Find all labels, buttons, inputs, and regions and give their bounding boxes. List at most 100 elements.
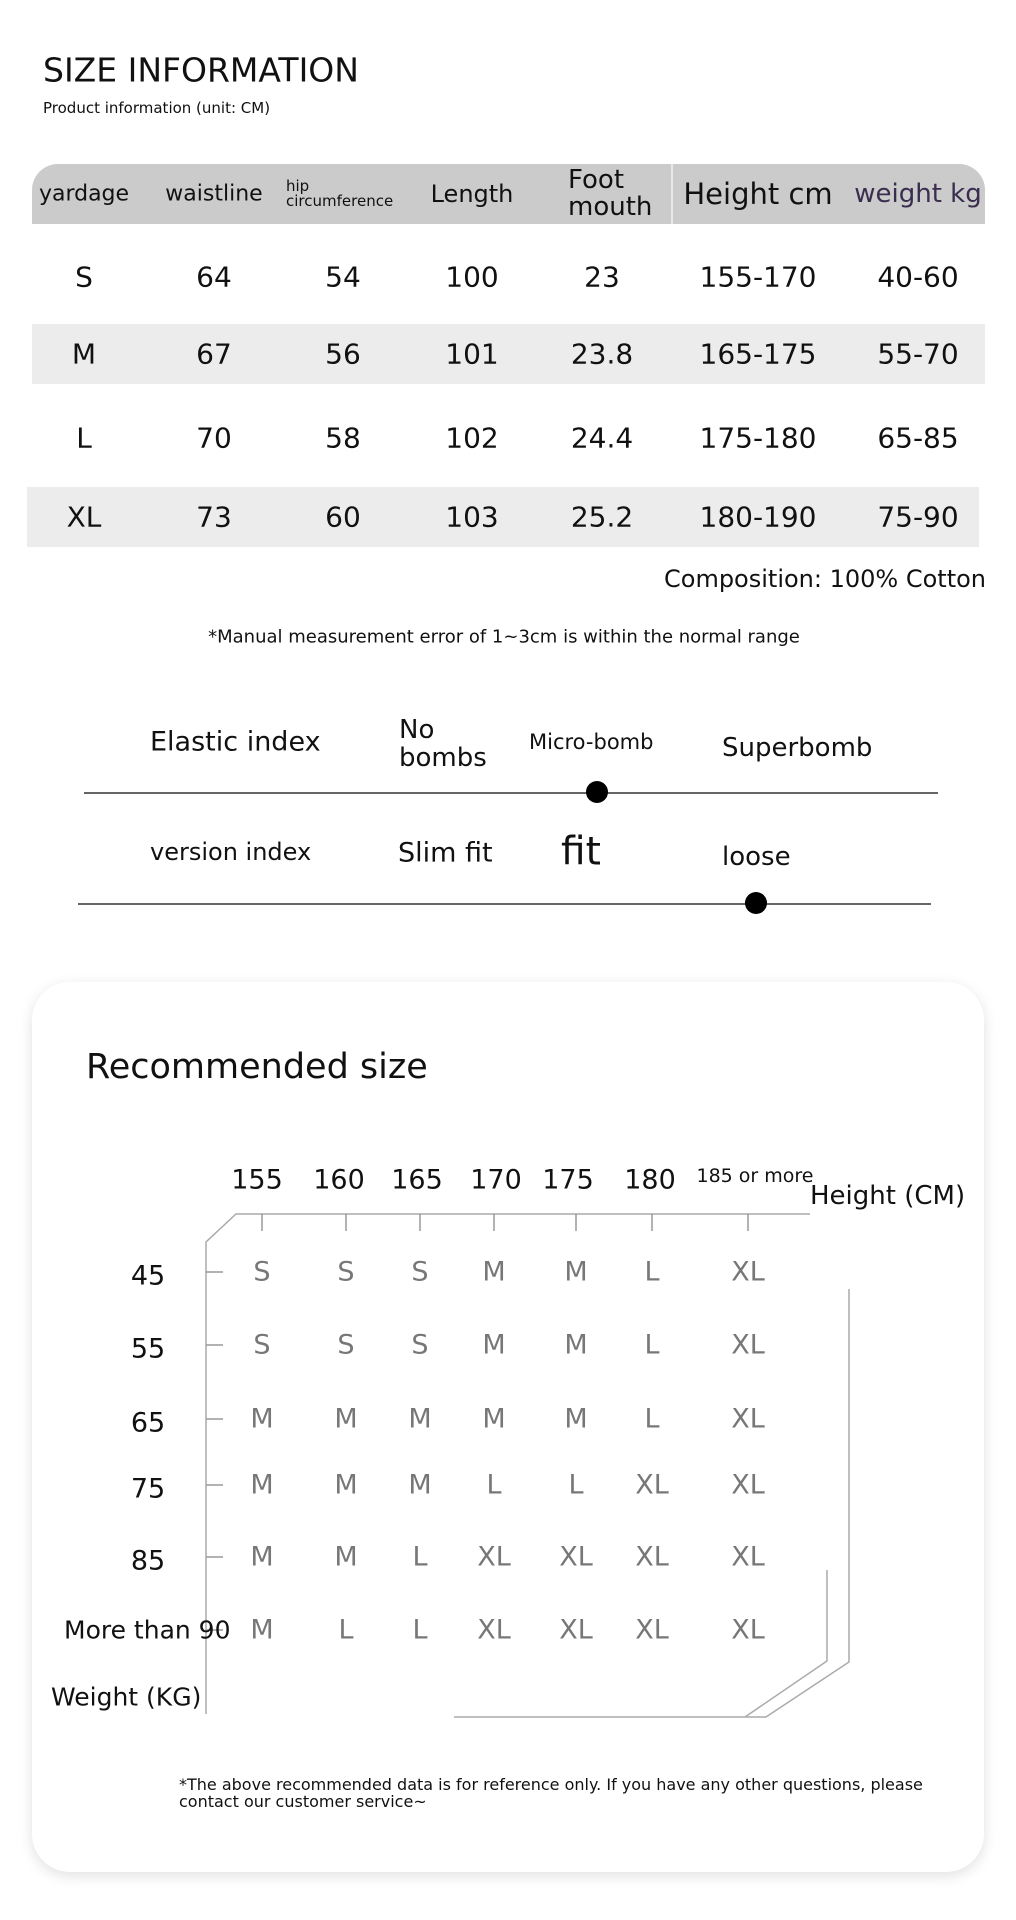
composition: Composition: 100% Cotton bbox=[664, 565, 986, 593]
table-header-waistline: waistline bbox=[165, 181, 263, 207]
recommended-size-cell: S bbox=[337, 1329, 355, 1361]
table-cell: 101 bbox=[445, 337, 499, 371]
table-cell: 23.8 bbox=[570, 337, 634, 371]
recommended-size-cell: M bbox=[334, 1469, 358, 1501]
weight-axis-label: Weight (KG) bbox=[51, 1682, 202, 1712]
weight-tick-label: 55 bbox=[130, 1333, 166, 1365]
table-cell: 180-190 bbox=[699, 500, 817, 534]
height-tick-label: 180 bbox=[624, 1164, 676, 1196]
recommended-size-cell: M bbox=[250, 1403, 274, 1435]
recommended-size-cell: XL bbox=[559, 1614, 593, 1646]
recommended-size-cell: XL bbox=[635, 1614, 669, 1646]
recommended-size-cell: XL bbox=[559, 1541, 593, 1573]
table-cell: 67 bbox=[196, 337, 232, 371]
recommended-size-cell: XL bbox=[731, 1403, 765, 1435]
recommended-size-cell: L bbox=[338, 1614, 354, 1646]
row-band-m bbox=[32, 324, 985, 384]
table-cell: 55-70 bbox=[877, 337, 959, 371]
page-title: SIZE INFORMATION bbox=[43, 50, 359, 90]
table-cell: L bbox=[76, 421, 92, 455]
recommended-size-cell: M bbox=[564, 1256, 588, 1288]
recommended-size-title: Recommended size bbox=[86, 1047, 428, 1087]
table-cell: 40-60 bbox=[877, 260, 959, 294]
table-cell: XL bbox=[66, 500, 102, 534]
height-tick-label: 165 bbox=[391, 1164, 443, 1196]
version-scale-line bbox=[78, 903, 931, 905]
weight-tick-label: 45 bbox=[130, 1260, 166, 1292]
weight-tick-label: 75 bbox=[130, 1473, 166, 1505]
height-tick-label: 175 bbox=[542, 1164, 594, 1196]
recommended-size-cell: XL bbox=[635, 1469, 669, 1501]
recommended-size-cell: XL bbox=[731, 1329, 765, 1361]
table-header-hip-circumference: hip circumference bbox=[286, 177, 394, 210]
weight-tick-label: More than 90 bbox=[64, 1615, 231, 1645]
elastic-scale-line bbox=[84, 792, 938, 794]
recommended-size-cell: L bbox=[486, 1469, 502, 1501]
table-cell: 54 bbox=[325, 260, 361, 294]
version-option-slim-fit: Slim fit bbox=[398, 837, 493, 869]
recommended-size-cell: M bbox=[250, 1541, 274, 1573]
table-cell: S bbox=[75, 260, 93, 294]
table-cell: 103 bbox=[445, 500, 499, 534]
recommended-size-cell: M bbox=[408, 1469, 432, 1501]
recommended-size-cell: M bbox=[250, 1614, 274, 1646]
table-cell: 75-90 bbox=[877, 500, 959, 534]
table-header-length: Length bbox=[430, 180, 514, 208]
recommended-size-cell: S bbox=[253, 1256, 271, 1288]
height-tick-label: 185 or more bbox=[696, 1165, 814, 1187]
version-option-fit: fit bbox=[561, 829, 601, 875]
table-cell: 70 bbox=[196, 421, 232, 455]
page-subtitle: Product information (unit: CM) bbox=[43, 99, 271, 117]
weight-tick-label: 85 bbox=[130, 1545, 166, 1577]
table-cell: 58 bbox=[325, 421, 361, 455]
size-table-header bbox=[32, 164, 985, 224]
recommended-size-cell: L bbox=[644, 1329, 660, 1361]
elastic-indicator-dot bbox=[586, 781, 608, 803]
table-cell: 102 bbox=[445, 421, 499, 455]
table-cell: 165-175 bbox=[699, 337, 817, 371]
elastic-option-no-bombs: No bombs bbox=[399, 715, 487, 773]
table-cell: 155-170 bbox=[699, 260, 817, 294]
recommended-size-cell: S bbox=[253, 1329, 271, 1361]
recommended-size-cell: M bbox=[482, 1329, 506, 1361]
table-cell: 60 bbox=[325, 500, 361, 534]
table-cell: 100 bbox=[445, 260, 499, 294]
table-cell: M bbox=[71, 337, 97, 371]
recommended-size-cell: L bbox=[568, 1469, 584, 1501]
recommended-size-cell: L bbox=[644, 1403, 660, 1435]
recommended-size-cell: XL bbox=[731, 1541, 765, 1573]
version-index-label: version index bbox=[150, 838, 312, 866]
table-cell: 25.2 bbox=[570, 500, 634, 534]
height-axis-label: Height (CM) bbox=[810, 1181, 966, 1211]
table-cell: 23 bbox=[584, 260, 620, 294]
recommended-size-cell: S bbox=[411, 1329, 429, 1361]
recommended-size-cell: L bbox=[412, 1614, 428, 1646]
version-indicator-dot bbox=[745, 892, 767, 914]
table-cell: 64 bbox=[196, 260, 232, 294]
height-tick-label: 160 bbox=[313, 1164, 365, 1196]
recommended-size-cell: XL bbox=[731, 1614, 765, 1646]
recommended-size-cell: S bbox=[411, 1256, 429, 1288]
recommended-size-cell: XL bbox=[731, 1256, 765, 1288]
recommended-size-cell: L bbox=[412, 1541, 428, 1573]
recommended-footnote: *The above recommended data is for refer… bbox=[179, 1775, 923, 1811]
table-header-foot-mouth: Foot mouth bbox=[568, 165, 653, 222]
elastic-index-label: Elastic index bbox=[150, 726, 321, 758]
recommended-size-cell: XL bbox=[477, 1614, 511, 1646]
recommended-size-cell: M bbox=[564, 1403, 588, 1435]
recommended-size-cell: L bbox=[644, 1256, 660, 1288]
table-cell: 24.4 bbox=[570, 421, 634, 455]
recommended-size-card bbox=[32, 982, 984, 1872]
recommended-size-cell: M bbox=[408, 1403, 432, 1435]
weight-tick-label: 65 bbox=[130, 1407, 166, 1439]
measurement-note: *Manual measurement error of 1~3cm is wi… bbox=[208, 626, 800, 648]
elastic-option-micro-bomb: Micro-bomb bbox=[529, 730, 654, 754]
recommended-size-cell: M bbox=[334, 1403, 358, 1435]
table-cell: 73 bbox=[196, 500, 232, 534]
table-header-weight-kg: weight kg bbox=[854, 179, 982, 209]
recommended-size-cell: M bbox=[250, 1469, 274, 1501]
row-band-xl bbox=[27, 487, 979, 547]
table-cell: 65-85 bbox=[877, 421, 959, 455]
recommended-size-cell: M bbox=[482, 1403, 506, 1435]
recommended-size-cell: XL bbox=[477, 1541, 511, 1573]
